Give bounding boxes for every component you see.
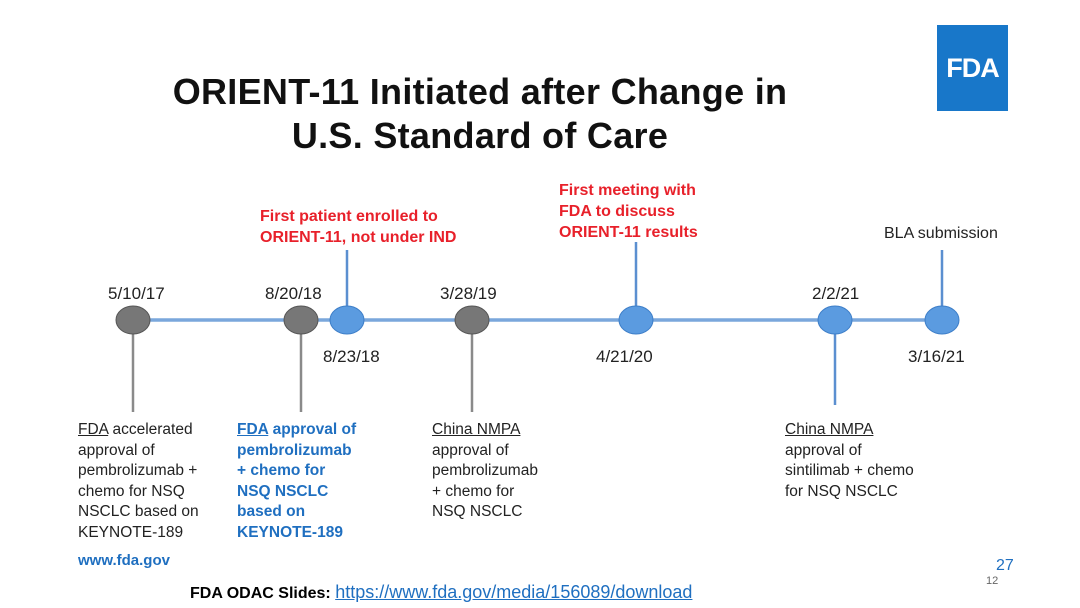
desc1-line3: pembrolizumab + <box>78 462 198 479</box>
slide-title: ORIENT-11 Initiated after Change in U.S.… <box>0 70 960 158</box>
page-number-small: 12 <box>986 575 999 587</box>
desc2-line6: KEYNOTE-189 <box>237 523 343 541</box>
first-patient-annotation: First patient enrolled to ORIENT-11, not… <box>260 206 456 248</box>
desc3-line2: approval of <box>432 441 509 459</box>
node-4-21-20 <box>618 305 654 335</box>
date-2-2-21: 2/2/21 <box>812 284 860 303</box>
desc1-agency: FDA <box>78 421 109 438</box>
website-link[interactable]: www.fda.gov <box>78 552 170 569</box>
date-3-28-19: 3/28/19 <box>440 284 497 303</box>
node-3-28-19 <box>454 305 490 335</box>
desc2-agency[interactable]: FDA <box>237 421 269 438</box>
page-number: 27 <box>996 557 1014 574</box>
first-meeting-line-2: FDA to discuss <box>559 203 675 220</box>
title-line-1: ORIENT-11 Initiated after Change in <box>172 71 788 112</box>
node-8-23-18 <box>329 305 365 335</box>
node-2-2-21 <box>817 305 853 335</box>
desc3-agency: China NMPA <box>432 421 521 438</box>
desc-china-nmpa-sintilimab: China NMPA approval of sintilimab + chem… <box>785 420 914 502</box>
node-3-16-21 <box>924 305 960 335</box>
desc2-line2: pembrolizumab <box>237 441 352 459</box>
first-patient-line-2: ORIENT-11, not under IND <box>260 229 457 246</box>
desc4-line2: approval of <box>785 441 862 459</box>
date-8-23-18: 8/23/18 <box>323 347 380 366</box>
first-meeting-line-1: First meeting with <box>559 182 696 199</box>
desc3-line4: + chemo for <box>432 482 515 500</box>
title-line-2: U.S. Standard of Care <box>291 115 669 156</box>
desc4-line3: sintilimab + chemo <box>785 462 914 479</box>
first-meeting-annotation: First meeting with FDA to discuss ORIENT… <box>559 180 698 243</box>
desc-fda-accelerated: FDA accelerated approval of pembrolizuma… <box>78 420 199 543</box>
date-8-20-18: 8/20/18 <box>265 284 322 303</box>
footer-label: FDA ODAC Slides: <box>190 585 331 602</box>
desc4-agency: China NMPA <box>785 421 874 438</box>
desc2-line5: based on <box>237 503 306 520</box>
desc2-line3: + chemo for <box>237 462 326 479</box>
desc3-line5: NSQ NSCLC <box>432 503 523 520</box>
date-5-10-17: 5/10/17 <box>108 284 165 303</box>
desc-china-nmpa-pembrolizumab: China NMPA approval of pembrolizumab + c… <box>432 420 538 523</box>
desc1-line4: chemo for NSQ <box>78 482 185 500</box>
date-3-16-21: 3/16/21 <box>908 347 965 366</box>
first-meeting-line-3: ORIENT-11 results <box>559 224 698 241</box>
footer: FDA ODAC Slides: https://www.fda.gov/med… <box>190 582 692 603</box>
desc4-line4: for NSQ NSCLC <box>785 482 898 500</box>
desc1-line6: KEYNOTE-189 <box>78 523 184 541</box>
date-4-21-20: 4/21/20 <box>596 347 653 366</box>
desc1-line1-rest: accelerated <box>108 421 193 438</box>
desc3-line3: pembrolizumab <box>432 462 538 479</box>
desc2-line1-rest: approval of <box>268 421 357 438</box>
bla-submission-label: BLA submission <box>884 225 998 242</box>
desc1-line5: NSCLC based on <box>78 503 199 520</box>
node-8-20-18 <box>283 305 319 335</box>
desc2-line4: NSQ NSCLC <box>237 482 329 500</box>
fda-logo: FDA <box>937 25 1008 111</box>
desc1-line2: approval of <box>78 441 155 459</box>
footer-link[interactable]: https://www.fda.gov/media/156089/downloa… <box>335 582 693 602</box>
node-5-10-17 <box>115 305 151 335</box>
first-patient-line-1: First patient enrolled to <box>260 208 438 225</box>
desc-fda-approval: FDA approval of pembrolizumab + chemo fo… <box>237 420 356 543</box>
